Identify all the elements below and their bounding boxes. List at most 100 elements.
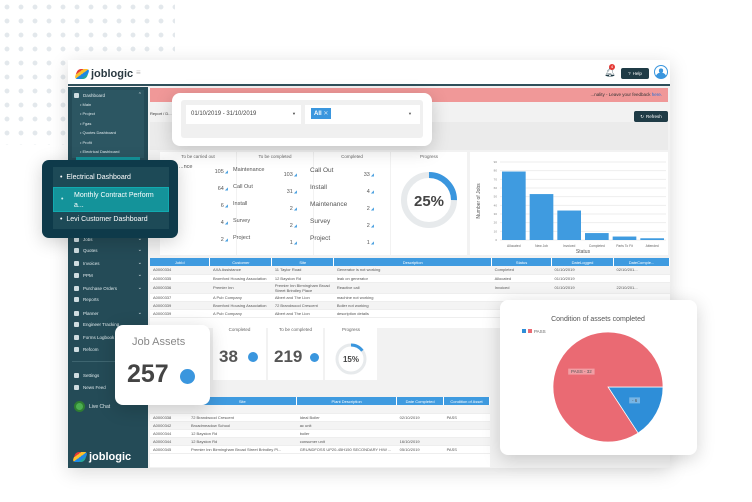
- sidebar-sub-main[interactable]: • Main: [80, 102, 92, 107]
- row-value[interactable]: 2: [277, 206, 297, 212]
- column-header[interactable]: JobId: [150, 258, 211, 266]
- label: News Feed: [83, 385, 106, 390]
- row-value[interactable]: 6: [208, 203, 228, 209]
- table-cell: 02/10/2019: [396, 413, 444, 422]
- type-multiselect[interactable]: All ✕ ▼: [305, 105, 420, 124]
- row-label: Call Out: [233, 184, 253, 190]
- sidebar-item-ppm[interactable]: PPM ⌄: [74, 272, 142, 278]
- legend-swatch[interactable]: [528, 329, 532, 333]
- table-cell: Bromford Housing Association: [209, 301, 272, 310]
- column-header[interactable]: Status: [491, 258, 553, 266]
- label: Levi Customer Dashboard: [66, 216, 148, 223]
- label: Forms Logbook: [83, 335, 115, 340]
- sidebar-item-quotes[interactable]: Quotes ⌄: [74, 247, 142, 253]
- pie-slice[interactable]: [607, 386, 664, 434]
- user-avatar[interactable]: [654, 65, 668, 79]
- row-value[interactable]: 4: [354, 189, 374, 195]
- table-cell: 12 Bayston Rd: [187, 429, 297, 438]
- sidebar-item-reports[interactable]: Reports: [74, 297, 142, 302]
- table-row[interactable]: A0000345 Premier Inn Birmingham Broad Str…: [150, 445, 490, 454]
- column-header[interactable]: Description: [333, 258, 493, 266]
- bar[interactable]: [557, 210, 581, 240]
- sidebar-item-news-feed[interactable]: News Feed: [74, 385, 142, 390]
- label: Jobs: [83, 236, 93, 242]
- table-row[interactable]: A0000336 Premier Inn Premier Inn Birmingha…: [150, 282, 670, 294]
- table-row[interactable]: A0000338 72 Brandwood Crescent Ideal Boile…: [150, 413, 490, 422]
- sidebar-item-purchase-orders[interactable]: Purchase Orders ⌄: [74, 285, 142, 291]
- menu-item-levi[interactable]: • Levi Customer Dashboard: [60, 216, 148, 223]
- column-header[interactable]: Site: [271, 258, 335, 266]
- sidebar-sub-profit[interactable]: • Profit: [80, 140, 92, 145]
- sidebar-item-refcom[interactable]: Refcom: [74, 347, 142, 352]
- sidebar-item-forms-logbook[interactable]: Forms Logbook: [74, 335, 142, 340]
- row-value[interactable]: 1: [277, 240, 297, 246]
- menu-item-electrical[interactable]: • Electrical Dashboard: [60, 174, 131, 181]
- column-header[interactable]: Date Completed: [396, 397, 445, 405]
- row-value[interactable]: 105: [208, 169, 228, 175]
- legend-swatch[interactable]: [522, 329, 526, 333]
- table-row[interactable]: A0000335 Bromford Housing Association 12 B…: [150, 274, 670, 283]
- x-axis-label: Status: [576, 249, 591, 255]
- hamburger-icon[interactable]: ≡: [136, 68, 141, 77]
- bar[interactable]: [502, 171, 526, 240]
- help-button[interactable]: ? Help: [621, 68, 649, 79]
- row-value[interactable]: 31: [277, 189, 297, 195]
- table-row[interactable]: A0000337 A Pub Company Albert and The Lion…: [150, 293, 670, 302]
- row-value[interactable]: 1: [354, 240, 374, 246]
- table-cell: machine not working: [333, 293, 492, 302]
- row-value[interactable]: 2: [354, 206, 374, 212]
- bell-icon[interactable]: 🔔︎ 4: [604, 64, 616, 77]
- column-header[interactable]: Condition of Asset: [443, 397, 490, 405]
- sidebar-item-engineer-tracking[interactable]: Engineer Tracking: [74, 322, 142, 327]
- table-row[interactable]: [150, 405, 490, 414]
- column-header[interactable]: Customer: [209, 258, 273, 266]
- feedback-link[interactable]: here.: [651, 92, 662, 97]
- pie-slice[interactable]: [552, 331, 664, 443]
- assets-table: Site Plant Description Date Completed Condi…: [150, 397, 490, 467]
- sidebar-item-dashboard[interactable]: Dashboard ⌃: [74, 92, 142, 98]
- table-row[interactable]: A0000344 12 Bayston Rd boiler: [150, 429, 490, 438]
- label: Settings: [83, 373, 100, 378]
- sidebar-sub-project[interactable]: • Project: [80, 111, 95, 116]
- question-icon: ?: [628, 71, 631, 76]
- column-header[interactable]: Site: [187, 397, 298, 405]
- table-cell: leak on generator: [333, 274, 492, 283]
- sidebar-sub-quotes-dashboard[interactable]: • Quotes Dashboard: [80, 130, 117, 135]
- table-cell: 12 Bayston Rd: [187, 437, 297, 446]
- row-value[interactable]: 33: [354, 172, 374, 178]
- sidebar-sub-fgas[interactable]: • Fgas: [80, 121, 92, 126]
- breadcrumb: Report / D...: [150, 111, 172, 116]
- sidebar-sub-electrical[interactable]: • Electrical Dashboard: [80, 149, 120, 154]
- table-row[interactable]: A0000334 AXA Assistance 11 Taylor Road Gene…: [150, 266, 670, 275]
- row-value[interactable]: 2: [354, 223, 374, 229]
- table-cell: [296, 405, 397, 414]
- divider: [72, 361, 144, 362]
- live-chat-button[interactable]: Live Chat: [74, 401, 142, 412]
- logo[interactable]: joblogic: [74, 68, 133, 80]
- sidebar-item-jobs[interactable]: Jobs ⌄: [74, 236, 142, 242]
- column-header[interactable]: Plant Description: [296, 397, 398, 405]
- label: Refcom: [83, 347, 99, 352]
- close-icon[interactable]: ✕: [323, 111, 329, 117]
- column-header[interactable]: DateLogged: [551, 258, 614, 266]
- row-value[interactable]: 64: [208, 186, 228, 192]
- bar[interactable]: [529, 194, 554, 240]
- row-value[interactable]: 4: [208, 220, 228, 226]
- sidebar-item-settings[interactable]: Settings: [74, 373, 142, 378]
- row-value[interactable]: 2: [277, 223, 297, 229]
- bar[interactable]: [640, 238, 664, 240]
- sidebar-item-planner[interactable]: Planner ⌄: [74, 310, 142, 316]
- table-row[interactable]: A0000342 Broadmeadow School ac unit: [150, 421, 490, 430]
- row-value[interactable]: 103: [277, 172, 297, 178]
- refresh-button[interactable]: ↻ Refresh: [634, 111, 668, 122]
- bar[interactable]: [612, 236, 637, 240]
- row-value[interactable]: 2: [208, 237, 228, 243]
- bar[interactable]: [585, 233, 609, 240]
- column-header[interactable]: DateComple...: [613, 258, 670, 266]
- menu-item-monthly-contract[interactable]: • Monthly Contract Perform a...: [53, 187, 169, 212]
- date-range-select[interactable]: 01/10/2019 - 31/10/2019 ▼: [186, 105, 301, 124]
- table-cell: Invoiced: [491, 282, 552, 294]
- sidebar-item-invoices[interactable]: Invoices ⌄: [74, 260, 142, 266]
- table-row[interactable]: A0000344 12 Bayston Rd consumer unit 16/10/…: [150, 437, 490, 446]
- tag-all[interactable]: All ✕: [311, 108, 332, 119]
